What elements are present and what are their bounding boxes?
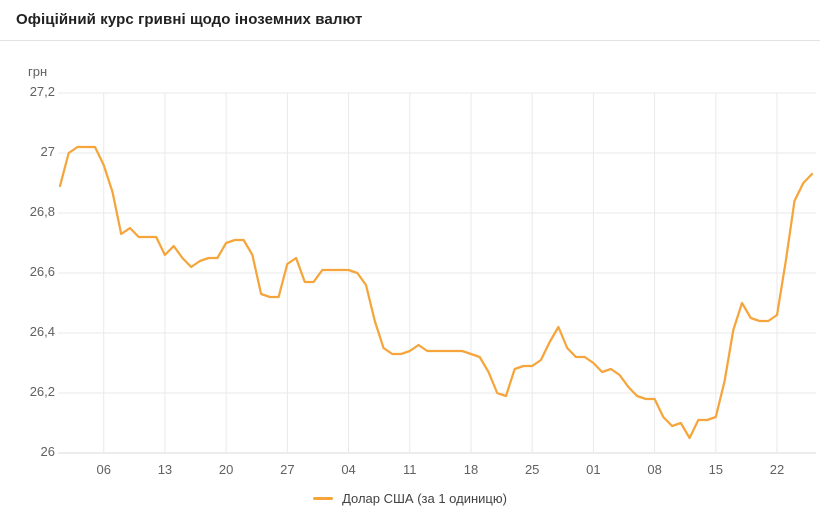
legend-series-label: Долар США (за 1 одиницю): [342, 491, 507, 506]
y-axis-tick-label: 27: [40, 144, 55, 159]
legend-line-swatch: [313, 497, 334, 500]
x-axis-tick-label: 11: [403, 462, 417, 477]
y-axis-tick-label: 26,4: [29, 324, 55, 339]
y-axis-tick-label: 26,8: [29, 204, 55, 219]
y-axis-unit-label: грн: [28, 64, 48, 79]
y-axis-tick-label: 26,2: [29, 384, 55, 399]
x-axis-tick-label: 27: [280, 462, 295, 477]
x-axis-tick-label: 20: [218, 462, 234, 477]
usd-rate-line: [58, 145, 814, 440]
x-axis-tick-label: 25: [524, 462, 540, 477]
title-divider: [0, 40, 820, 41]
x-axis-tick-label: 06: [96, 462, 111, 477]
x-axis-tick-label: 04: [341, 462, 356, 477]
y-axis-tick-label: 27,2: [29, 84, 55, 99]
chart-title: Офіційний курс гривні щодо іноземних вал…: [16, 11, 363, 28]
x-axis-tick-label: 15: [708, 462, 724, 477]
y-axis-tick-label: 26: [40, 444, 55, 459]
x-axis-tick-label: 22: [769, 462, 785, 477]
x-axis-tick-label: 08: [647, 462, 662, 477]
y-axis-tick-label: 26,6: [29, 264, 55, 279]
x-axis-tick-label: 18: [463, 462, 479, 477]
x-axis-tick-label: 01: [586, 462, 601, 477]
legend: Долар США (за 1 одиницю): [0, 491, 820, 506]
x-axis-tick-label: 13: [157, 462, 173, 477]
